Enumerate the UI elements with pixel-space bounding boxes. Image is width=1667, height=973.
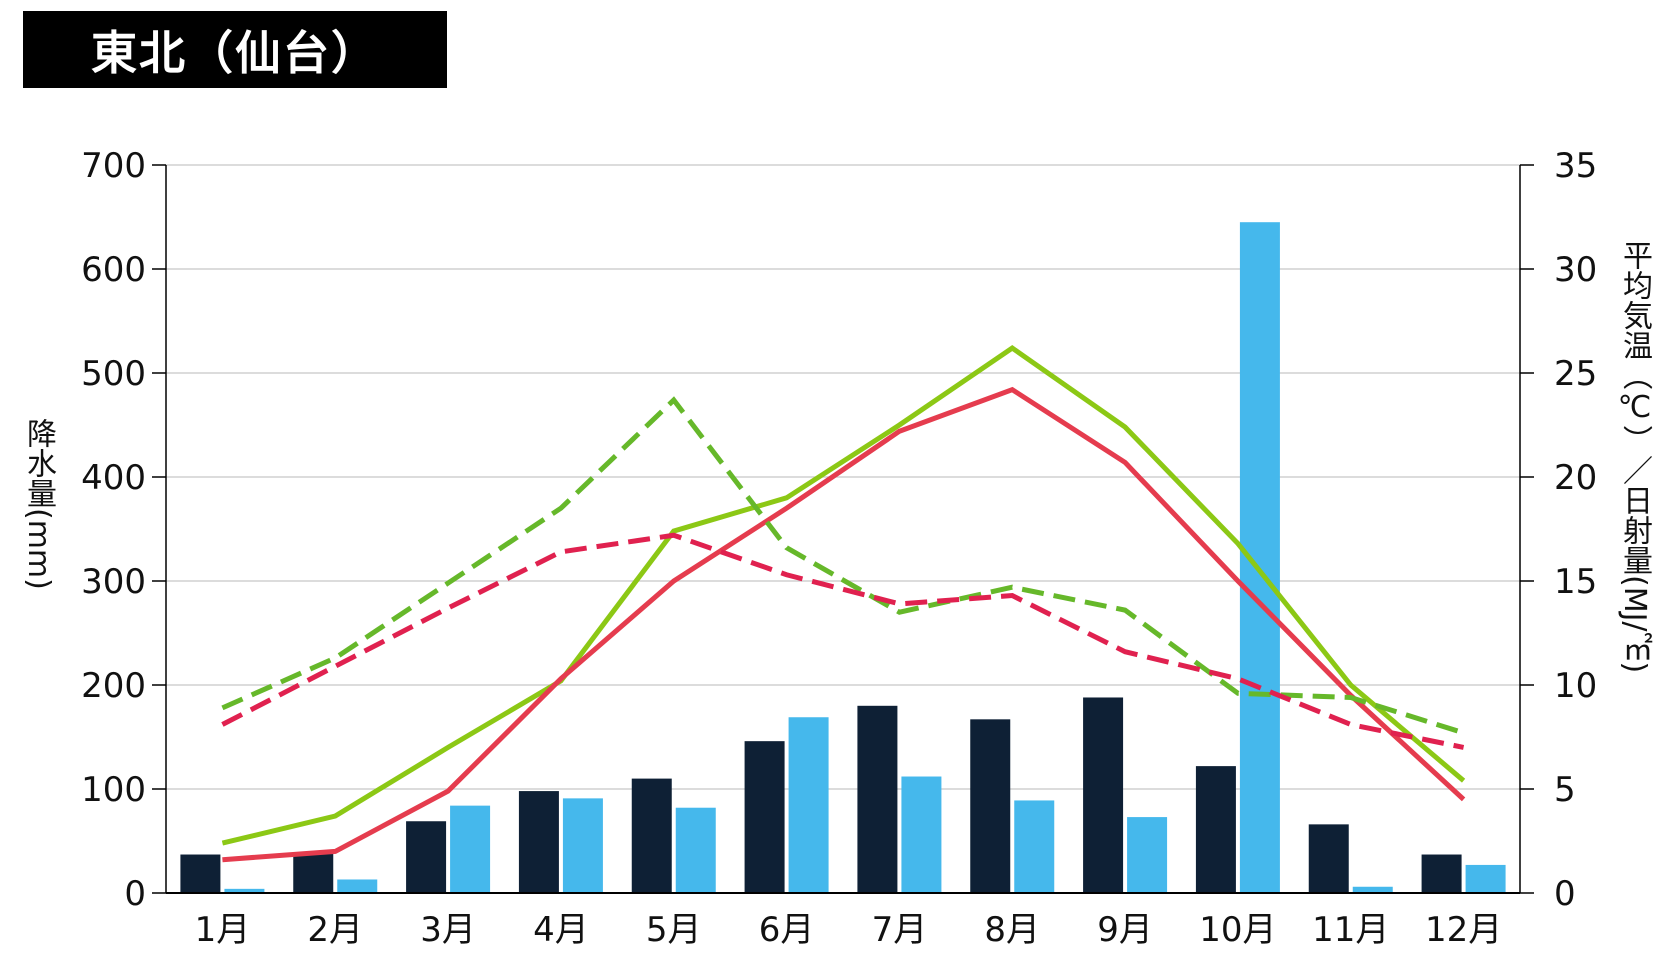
line-series-1 <box>221 345 1466 846</box>
chart-title: 東北（仙台） <box>91 25 379 80</box>
x-tick-label: 6月 <box>759 910 815 950</box>
x-tick-label: 3月 <box>420 910 476 950</box>
y-right-tick-label: 5 <box>1554 770 1576 810</box>
line-series-3 <box>221 396 1465 736</box>
line-series-2 <box>222 386 1466 863</box>
x-tick-label: 5月 <box>646 910 702 950</box>
y-left-tick-label: 400 <box>81 458 146 498</box>
y-axis-right-label: 平均気温（℃）／日射量(MJ/㎡) <box>1617 240 1652 674</box>
bar-series-1 <box>1308 824 1349 893</box>
bar-series-2 <box>788 717 829 893</box>
chart-title-box: 東北（仙台） <box>23 11 447 88</box>
bar-series-1 <box>1083 697 1124 893</box>
bar-series-1 <box>857 705 898 893</box>
bar-series-1 <box>293 853 334 893</box>
bar-series-2 <box>337 879 378 893</box>
bar-series-2 <box>562 798 603 893</box>
x-tick-label: 11月 <box>1312 910 1389 950</box>
y-left-tick-label: 600 <box>81 250 146 290</box>
bar-series-2 <box>1239 222 1280 893</box>
bar-series-1 <box>744 741 785 893</box>
y-right-tick-label: 35 <box>1554 146 1597 186</box>
bar-series-2 <box>224 888 265 893</box>
bar-series-2 <box>901 776 942 893</box>
y-right-tick-label: 30 <box>1554 250 1597 290</box>
bar-series-1 <box>1195 766 1236 893</box>
y-right-tick-label: 20 <box>1554 458 1597 498</box>
x-tick-label: 2月 <box>307 910 363 950</box>
y-right-tick-label: 0 <box>1554 874 1576 914</box>
bar-series-2 <box>675 807 716 893</box>
y-right-tick-label: 15 <box>1554 562 1597 602</box>
bar-series-1 <box>1421 854 1462 893</box>
x-tick-label: 10月 <box>1199 910 1276 950</box>
y-left-tick-label: 200 <box>81 666 146 706</box>
bar-series-2 <box>1352 886 1393 893</box>
y-left-tick-label: 300 <box>81 562 146 602</box>
bar-series-2 <box>450 805 491 893</box>
bar-series-1 <box>406 821 447 893</box>
bar-series-2 <box>1465 864 1506 893</box>
bar-series-1 <box>518 791 559 893</box>
line-series-4 <box>221 532 1465 750</box>
x-tick-label: 8月 <box>984 910 1040 950</box>
y-axis-left-label: 降水量(mm) <box>21 418 56 590</box>
y-left-tick-label: 700 <box>81 146 146 186</box>
x-tick-label: 1月 <box>195 910 251 950</box>
y-right-tick-label: 10 <box>1554 666 1597 706</box>
x-tick-label: 12月 <box>1425 910 1502 950</box>
y-left-tick-label: 0 <box>124 874 146 914</box>
y-left-tick-label: 500 <box>81 354 146 394</box>
y-right-tick-label: 25 <box>1554 354 1597 394</box>
bar-series-1 <box>180 854 221 893</box>
bar-series-1 <box>631 778 672 893</box>
x-tick-label: 4月 <box>533 910 589 950</box>
bar-series-1 <box>970 719 1011 893</box>
x-tick-label: 7月 <box>872 910 928 950</box>
x-tick-label: 9月 <box>1097 910 1153 950</box>
bar-series-2 <box>1014 800 1055 893</box>
y-left-tick-label: 100 <box>81 770 146 810</box>
bar-series-2 <box>1127 817 1168 893</box>
